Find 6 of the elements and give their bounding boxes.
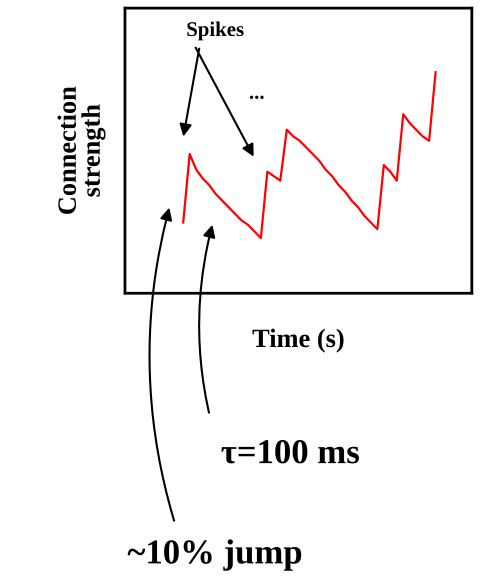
text: ~10% jump xyxy=(128,539,302,571)
annotation: ... xyxy=(250,96,264,99)
x-axis-title: Time (s) xyxy=(252,328,344,353)
y-axis-title: Connection strength xyxy=(57,86,106,214)
text: Spikes xyxy=(187,22,244,40)
text: τ=100 ms xyxy=(221,440,359,464)
